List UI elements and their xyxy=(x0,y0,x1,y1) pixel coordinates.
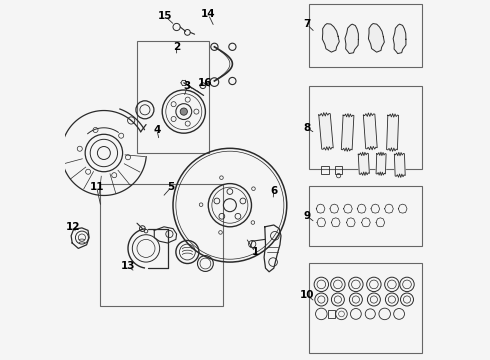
Text: 2: 2 xyxy=(173,42,180,52)
Text: 9: 9 xyxy=(303,211,311,221)
Text: 11: 11 xyxy=(90,182,104,192)
Bar xyxy=(320,166,328,174)
Text: 8: 8 xyxy=(303,123,311,133)
Polygon shape xyxy=(342,114,354,151)
Polygon shape xyxy=(319,113,333,150)
Bar xyxy=(309,4,422,67)
Polygon shape xyxy=(358,152,369,175)
Bar xyxy=(328,310,335,318)
Text: 14: 14 xyxy=(201,9,216,19)
Text: 13: 13 xyxy=(121,261,135,271)
Text: 4: 4 xyxy=(153,125,161,135)
Text: 5: 5 xyxy=(168,182,175,192)
Circle shape xyxy=(180,108,187,115)
Polygon shape xyxy=(368,23,384,52)
Polygon shape xyxy=(394,152,405,177)
Bar xyxy=(137,41,209,153)
Polygon shape xyxy=(393,24,406,54)
Text: 7: 7 xyxy=(303,19,311,30)
Bar xyxy=(335,166,342,174)
Polygon shape xyxy=(387,114,398,151)
Bar xyxy=(309,186,422,246)
Polygon shape xyxy=(376,152,386,175)
Text: 3: 3 xyxy=(184,81,191,91)
Text: 10: 10 xyxy=(300,290,314,300)
Text: 12: 12 xyxy=(66,222,80,232)
Bar xyxy=(100,184,222,306)
Polygon shape xyxy=(345,24,358,54)
Text: 1: 1 xyxy=(251,247,259,257)
Polygon shape xyxy=(364,113,377,150)
Text: 6: 6 xyxy=(270,186,277,196)
Text: 15: 15 xyxy=(158,11,172,21)
Polygon shape xyxy=(322,24,339,52)
Text: 16: 16 xyxy=(197,78,212,88)
Bar xyxy=(309,86,422,169)
Bar xyxy=(309,263,422,353)
